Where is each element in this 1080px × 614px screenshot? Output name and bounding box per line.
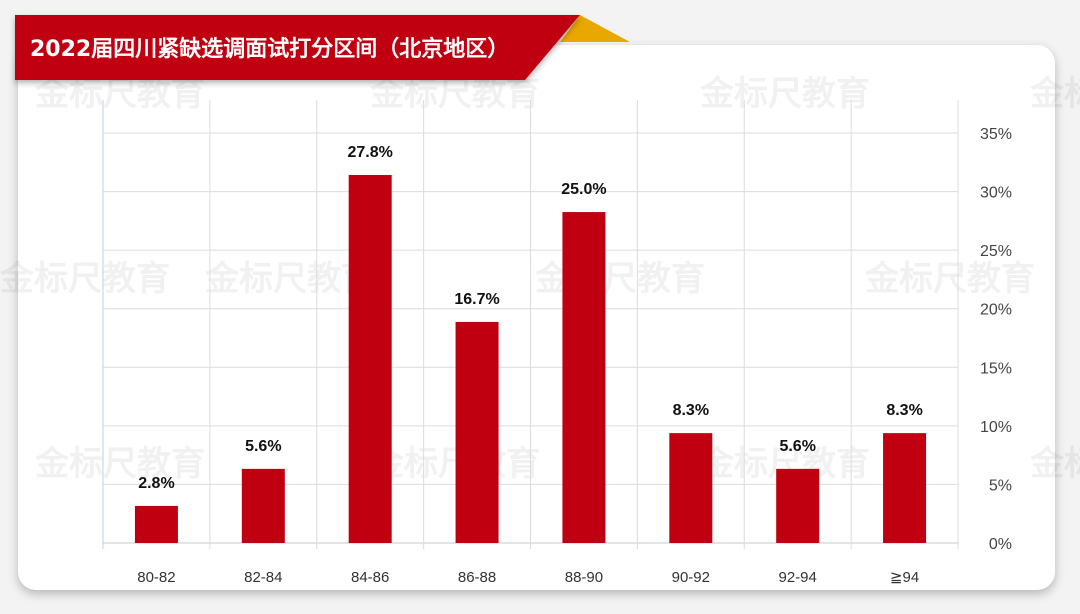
watermark-text: 金标尺教育 [34,74,205,114]
watermark-text: 金标尺教育 [0,259,170,299]
bar-92-94 [776,468,820,543]
watermark-text: 金标尺教育 [534,259,705,299]
chart-card [18,45,1055,590]
data-label: 5.6% [779,438,815,455]
watermark-text: 金标尺教育 [1029,74,1080,114]
x-tick-label: 86-88 [458,569,496,586]
data-label: 8.3% [673,402,709,419]
x-tick-label: 92-94 [779,569,817,586]
watermark-text: 金标尺教育 [369,74,540,114]
x-tick-label: 84-86 [351,569,389,586]
x-tick-label: 88-90 [565,569,603,586]
banner-fold [560,15,630,42]
x-tick-label: ≧94 [890,569,919,586]
y-tick-label: 20% [980,302,1012,319]
data-label: 5.6% [245,438,281,455]
watermark-text: 金标尺教育 [204,259,375,299]
y-tick-label: 5% [989,477,1012,494]
data-label: 8.3% [886,402,922,419]
banner-shape [15,15,580,80]
bar-86-88 [455,321,499,543]
y-tick-label: 25% [980,243,1012,260]
bar-80-82 [134,505,178,543]
bar-82-84 [241,468,285,543]
bar-84-86 [348,175,392,543]
chart-title: 2022届四川紧缺选调面试打分区间（北京地区） [30,36,509,62]
watermark-text: 金标尺教育 [1029,444,1080,484]
bar-88-90 [562,212,606,544]
watermark-text: 金标尺教育 [34,444,205,484]
y-tick-label: 10% [980,419,1012,436]
y-tick-label: 35% [980,126,1012,143]
watermark-text: 金标尺教育 [369,444,540,484]
data-label: 2.8% [138,475,174,492]
data-label: 25.0% [561,181,606,198]
watermark-text: 金标尺教育 [864,259,1035,299]
y-tick-label: 0% [989,536,1012,553]
title-banner: 2022届四川紧缺选调面试打分区间（北京地区） [15,15,630,80]
x-tick-label: 82-84 [244,569,282,586]
watermark-text: 金标尺教育 [699,74,870,114]
data-label: 16.7% [454,291,499,308]
data-label: 27.8% [348,144,393,161]
x-tick-label: 90-92 [672,569,710,586]
bar-90-92 [669,433,713,543]
x-tick-label: 80-82 [137,569,175,586]
y-tick-label: 30% [980,185,1012,202]
y-tick-label: 15% [980,360,1012,377]
bar-≧94 [883,433,927,543]
